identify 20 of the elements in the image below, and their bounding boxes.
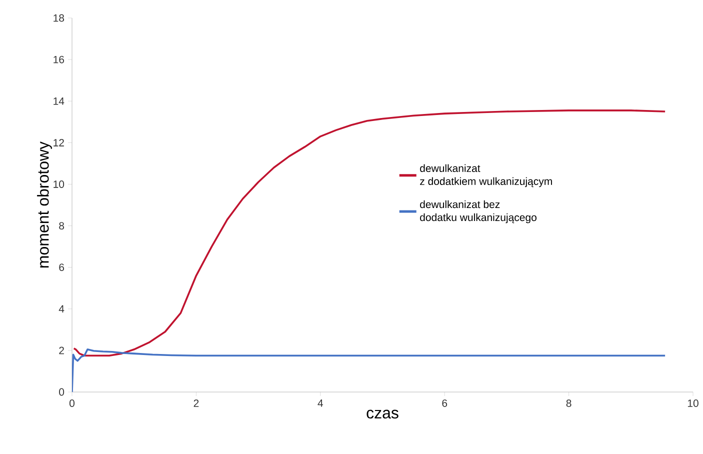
y-tick-label: 6 — [59, 264, 64, 272]
y-tick-label: 16 — [54, 56, 64, 64]
y-tick-label: 12 — [54, 139, 64, 146]
x-tick-label: 4 — [318, 400, 324, 407]
y-axis-title: moment obrotowy — [37, 141, 52, 268]
x-tick-label: 6 — [442, 400, 448, 407]
x-tick-label: 2 — [194, 400, 199, 407]
y-tick-label: 0 — [59, 388, 64, 396]
legend-label: dewulkanizat z dodatkiem wulkanizującym — [420, 164, 552, 188]
x-tick-label: 0 — [69, 400, 75, 407]
y-tick-label: 8 — [59, 222, 64, 230]
y-tick-label: 14 — [54, 98, 64, 105]
y-tick-label: 2 — [59, 346, 64, 354]
legend-label: dewulkanizat bez dodatku wulkanizującego — [420, 200, 536, 224]
y-tick-label: 4 — [58, 305, 64, 312]
y-tick-label: 10 — [54, 180, 64, 188]
x-axis-title: czas — [366, 410, 398, 419]
x-tick-label: 8 — [566, 400, 572, 407]
y-tick-label: 18 — [54, 14, 64, 22]
x-tick-label: 10 — [688, 400, 698, 407]
